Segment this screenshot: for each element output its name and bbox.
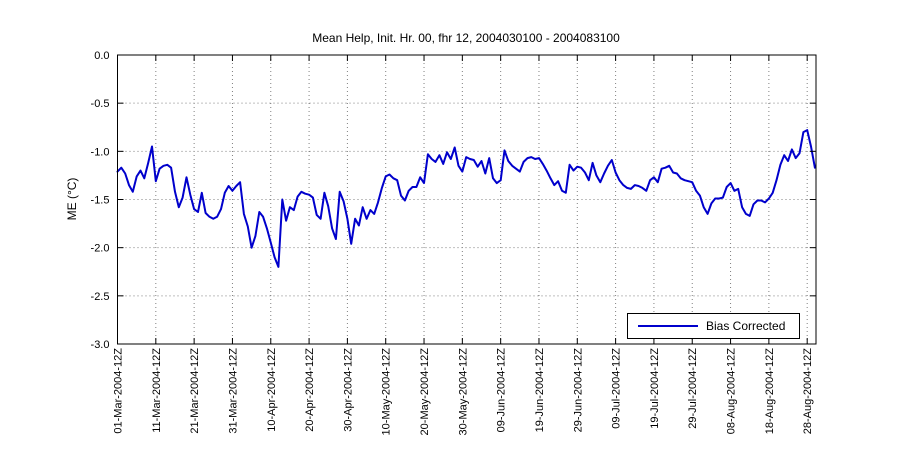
y-tick-label: -2.5 <box>91 291 110 303</box>
y-tick-label: -1.0 <box>91 146 110 158</box>
y-tick-labels: 0.0 -0.5 -1.0 -1.5 -2.0 -2.5 -3.0 <box>91 50 110 351</box>
x-tick-label: 29-Jun-2004-12Z <box>572 348 584 433</box>
y-tick-label: -0.5 <box>91 98 110 110</box>
x-tick-label: 09-Jun-2004-12Z <box>496 348 508 433</box>
x-tick-label: 20-May-2004-12Z <box>419 348 431 436</box>
x-tick-label: 19-Jul-2004-12Z <box>649 348 661 429</box>
x-tick-label: 01-Mar-2004-12Z <box>113 348 125 434</box>
y-tick-label: 0.0 <box>94 50 109 62</box>
x-tick-label: 28-Aug-2004-12Z <box>802 348 814 435</box>
x-tick-label: 08-Aug-2004-12Z <box>726 348 738 435</box>
x-tick-label: 18-Aug-2004-12Z <box>764 348 776 435</box>
y-tick-label: -1.5 <box>91 195 110 207</box>
legend: Bias Corrected <box>627 313 800 339</box>
x-tick-label: 10-May-2004-12Z <box>381 348 393 436</box>
x-tick-label: 19-Jun-2004-12Z <box>534 348 546 433</box>
x-tick-label: 20-Apr-2004-12Z <box>304 348 316 432</box>
x-tick-label: 10-Apr-2004-12Z <box>266 348 278 432</box>
x-tick-label: 30-Apr-2004-12Z <box>342 348 354 432</box>
series-line-bias-corrected <box>116 129 816 268</box>
x-tick-labels: 01-Mar-2004-12Z 11-Mar-2004-12Z 21-Mar-200… <box>113 348 815 436</box>
x-tick-label: 09-Jul-2004-12Z <box>611 348 623 429</box>
x-tick-label: 21-Mar-2004-12Z <box>189 348 201 434</box>
chart-title: Mean Help, Init. Hr. 00, fhr 12, 2004030… <box>312 31 620 45</box>
y-tick-label: -2.0 <box>91 243 110 255</box>
y-tick-label: -3.0 <box>91 339 110 351</box>
x-tick-label: 30-May-2004-12Z <box>457 348 469 436</box>
legend-label: Bias Corrected <box>706 319 785 333</box>
x-tick-label: 11-Mar-2004-12Z <box>151 348 163 433</box>
x-tick-label: 29-Jul-2004-12Z <box>687 348 699 429</box>
x-tick-label: 31-Mar-2004-12Z <box>227 348 239 434</box>
data-series <box>116 129 816 268</box>
axes-and-ticks <box>117 54 817 345</box>
y-axis-label: ME (°C) <box>65 178 79 221</box>
